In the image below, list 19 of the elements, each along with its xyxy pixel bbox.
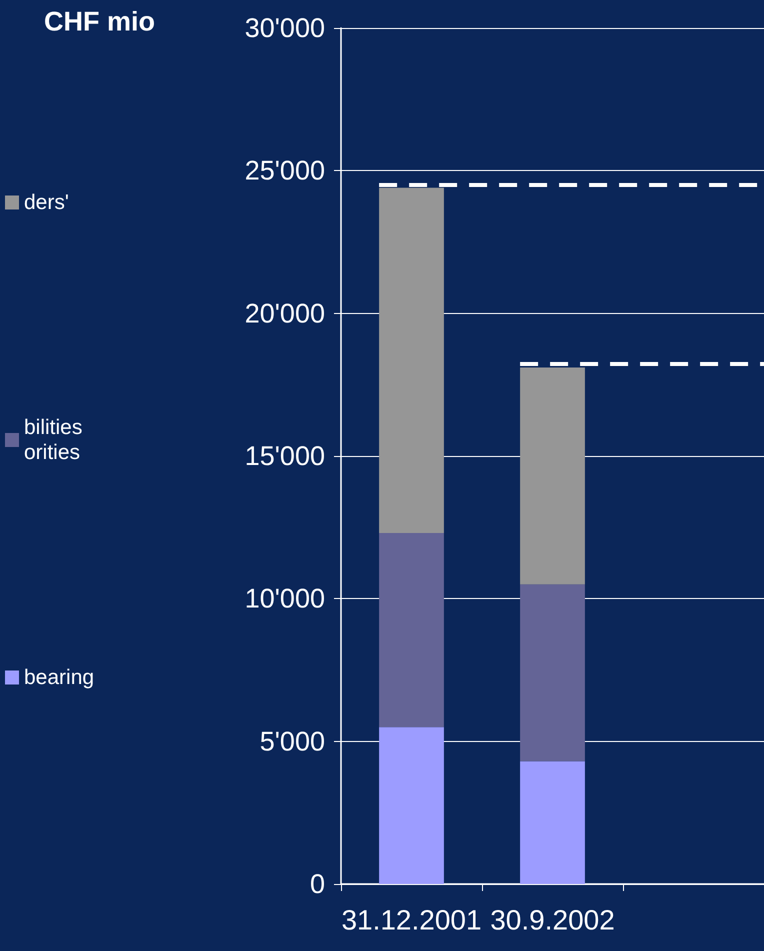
legend-label: bearing [24, 666, 94, 689]
y-tick-label: 0 [310, 869, 325, 899]
bar [379, 533, 444, 728]
bar [379, 727, 444, 884]
y-tick-label: 25'000 [244, 156, 325, 186]
y-tick-label: 5'000 [260, 726, 325, 756]
bar [520, 584, 585, 762]
legend-label: bilities orities [24, 416, 82, 464]
x-tick-label: 30.9.2002 [490, 904, 615, 936]
y-tick-label: 30'000 [244, 13, 325, 43]
bar [520, 368, 585, 584]
legend-label: ders' [24, 191, 69, 214]
y-tick-label: 20'000 [244, 298, 325, 328]
bar [379, 188, 444, 534]
y-tick-label: 15'000 [244, 441, 325, 471]
bar [520, 761, 585, 884]
x-tick-label: 31.12.2001 [341, 904, 482, 936]
y-tick-label: 10'000 [244, 584, 325, 614]
y-axis-title: CHF mio [44, 6, 156, 36]
